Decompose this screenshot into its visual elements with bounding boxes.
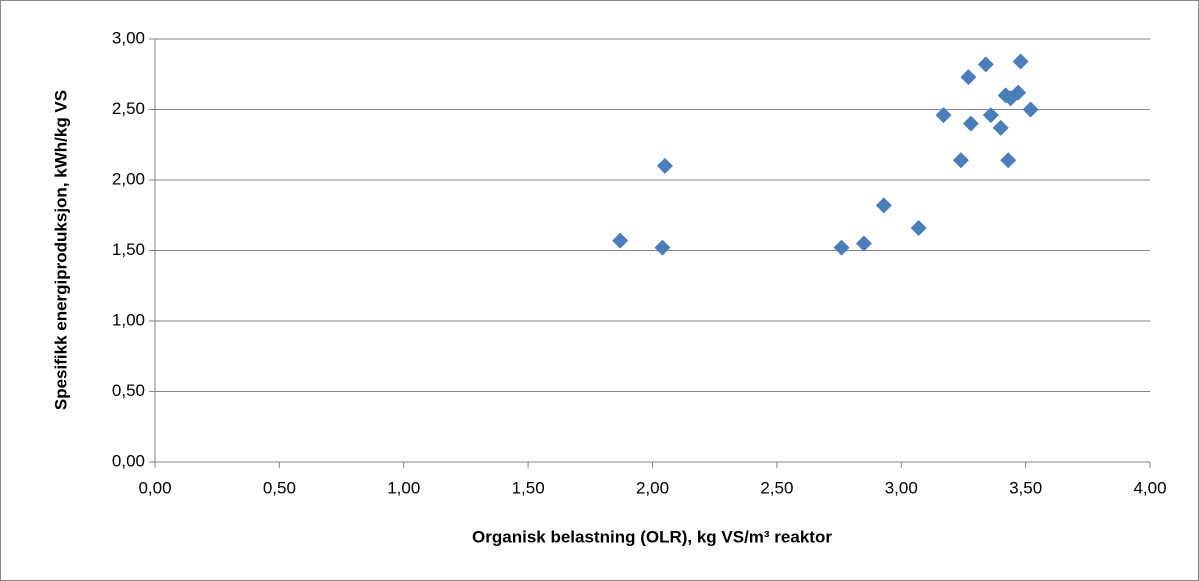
point <box>952 152 969 169</box>
point <box>935 107 952 124</box>
x-axis-title: Organisk belastning (OLR), kg VS/m³ reak… <box>472 527 832 546</box>
y-tick-label: 2,50 <box>112 99 145 118</box>
x-tick-label: 2,50 <box>760 478 793 497</box>
y-tick-label: 3,00 <box>112 28 145 47</box>
x-tick-label: 0,00 <box>138 478 171 497</box>
point <box>960 69 977 86</box>
point <box>656 157 673 174</box>
point <box>612 232 629 249</box>
y-tick-label: 1,50 <box>112 240 145 259</box>
x-tick-label: 4,00 <box>1133 478 1166 497</box>
x-tick-label: 0,50 <box>263 478 296 497</box>
point <box>833 239 850 256</box>
point <box>654 239 671 256</box>
point <box>1012 53 1029 70</box>
point <box>962 115 979 132</box>
x-tick-label: 1,00 <box>387 478 420 497</box>
x-tick-label: 3,00 <box>885 478 918 497</box>
point <box>1000 152 1017 169</box>
point <box>1010 84 1027 101</box>
point <box>1022 101 1039 118</box>
y-tick-label: 0,00 <box>112 451 145 470</box>
y-tick-label: 0,50 <box>112 381 145 400</box>
point <box>910 219 927 236</box>
point <box>977 56 994 73</box>
y-tick-label: 1,00 <box>112 310 145 329</box>
point <box>855 235 872 252</box>
x-tick-label: 2,00 <box>636 478 669 497</box>
point <box>992 119 1009 136</box>
point <box>982 107 999 124</box>
x-tick-label: 1,50 <box>512 478 545 497</box>
x-tick-label: 3,50 <box>1009 478 1042 497</box>
y-axis-title: Spesifikk energiproduksjon, kWh/kg VS <box>51 90 70 410</box>
y-tick-label: 2,00 <box>112 169 145 188</box>
point <box>875 197 892 214</box>
